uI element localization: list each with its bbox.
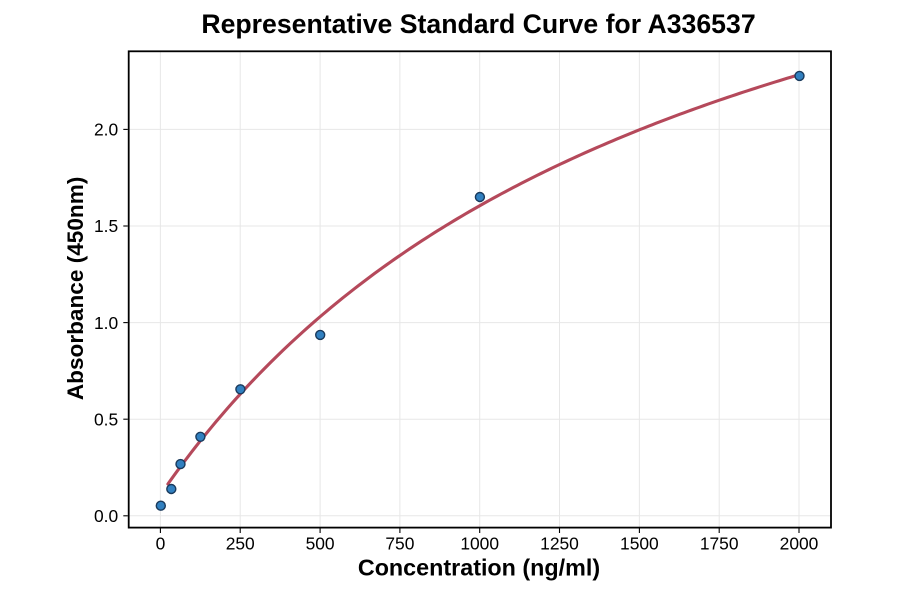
svg-text:0.0: 0.0 [94,506,118,526]
svg-text:1.0: 1.0 [94,313,118,333]
svg-text:0.5: 0.5 [94,409,118,429]
svg-text:250: 250 [226,533,255,553]
svg-text:1500: 1500 [620,533,659,553]
svg-text:2.0: 2.0 [94,120,118,140]
svg-text:0: 0 [156,533,166,553]
svg-text:2000: 2000 [780,533,819,553]
svg-text:750: 750 [385,533,414,553]
svg-text:Representative Standard Curve: Representative Standard Curve for A33653… [201,9,755,39]
svg-text:Absorbance (450nm): Absorbance (450nm) [63,177,88,401]
svg-text:500: 500 [306,533,335,553]
svg-text:Concentration (ng/ml): Concentration (ng/ml) [358,555,600,581]
svg-text:1000: 1000 [460,533,499,553]
svg-text:1750: 1750 [700,533,739,553]
svg-text:1.5: 1.5 [94,216,118,236]
svg-text:1250: 1250 [540,533,579,553]
